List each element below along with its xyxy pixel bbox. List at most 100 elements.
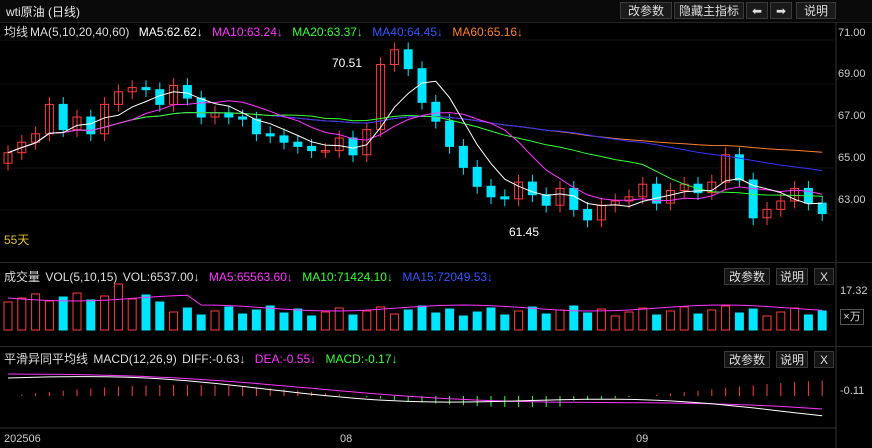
hide-indicator-button[interactable]: 隐藏主指标 <box>674 2 744 19</box>
volume-bar <box>514 310 524 331</box>
vol-ma10-value: MA10:71424.10↓ <box>302 270 393 284</box>
macd-close-icon[interactable]: X <box>814 351 834 368</box>
volume-bar <box>362 310 372 331</box>
volume-y-tick: 17.32 <box>840 285 868 297</box>
volume-bar <box>721 305 731 331</box>
candle-body <box>762 208 772 219</box>
candle-body <box>403 49 413 70</box>
volume-bar <box>500 314 510 331</box>
volume-bar <box>100 295 110 331</box>
volume-bar <box>127 298 137 331</box>
volume-close-icon[interactable]: X <box>814 268 834 285</box>
next-arrow-icon[interactable]: ➡ <box>770 2 792 19</box>
volume-bar <box>251 309 261 331</box>
volume-bar <box>803 314 813 331</box>
volume-bar <box>293 308 303 331</box>
candle-body <box>734 154 744 181</box>
candle-body <box>31 133 41 143</box>
vol-ma15-value: MA15:72049.53↓ <box>402 270 494 284</box>
ma20-value: MA20:63.37↓ <box>292 25 363 39</box>
volume-bar <box>44 300 54 331</box>
candle-body <box>113 91 123 105</box>
candle-body <box>86 116 96 135</box>
diff-value: DIFF:-0.63↓ <box>182 352 246 366</box>
volume-bar <box>86 299 96 331</box>
volume-legend: 成交量 VOL(5,10,15) VOL:6537.00↓ MA5:65563.… <box>4 268 499 285</box>
volume-bar <box>58 296 68 331</box>
volume-bar <box>569 305 579 331</box>
macd-params: MACD(12,26,9) <box>93 352 177 366</box>
candle-body <box>251 118 261 135</box>
candle-body <box>334 137 344 152</box>
ma40-line <box>7 111 823 172</box>
volume-bar <box>279 312 289 331</box>
volume-bar <box>265 305 275 331</box>
candle-body <box>555 187 565 206</box>
volume-bar <box>776 311 786 331</box>
volume-bar <box>624 311 634 331</box>
candle-body <box>665 190 675 204</box>
volume-bar <box>679 306 689 331</box>
macd-help-button[interactable]: 说明 <box>776 351 808 368</box>
panel-divider <box>0 346 872 347</box>
diff-line <box>7 376 823 417</box>
vol-ma5-value: MA5:65563.60↓ <box>208 270 293 284</box>
ma-legend: 均线 MA(5,10,20,40,60) MA5:62.62↓ MA10:63.2… <box>4 23 529 40</box>
volume-bar <box>445 308 455 331</box>
y-tick-63: 63.00 <box>838 194 866 206</box>
candle-body <box>127 87 137 93</box>
volume-bar <box>693 313 703 331</box>
candle-body <box>348 137 358 156</box>
volume-bar <box>665 310 675 331</box>
dea-line <box>7 373 823 410</box>
volume-bar <box>182 307 192 331</box>
prev-arrow-icon[interactable]: ⬅ <box>746 2 768 19</box>
volume-modify-params-button[interactable]: 改参数 <box>724 268 770 285</box>
macd-legend: 平滑异同平均线 MACD(12,26,9) DIFF:-0.63↓ DEA:-0… <box>4 350 404 367</box>
candle-body <box>376 64 386 131</box>
candle-body <box>196 97 206 118</box>
volume-bar <box>472 311 482 331</box>
candle-body <box>514 181 524 200</box>
candle-body <box>141 87 151 91</box>
macd-modify-params-button[interactable]: 改参数 <box>724 351 770 368</box>
volume-bar <box>638 307 648 331</box>
candle-body <box>500 196 510 200</box>
x-label-09: 09 <box>636 433 649 445</box>
volume-bar <box>155 301 165 331</box>
candle-body <box>58 103 68 131</box>
macd-label: 平滑异同平均线 <box>4 352 89 366</box>
volume-bar <box>17 297 27 331</box>
volume-bar <box>486 307 496 331</box>
y-tick-65: 65.00 <box>838 152 866 164</box>
volume-bar <box>734 312 744 331</box>
candle-body <box>652 183 662 204</box>
chart-title: wti原油 (日线) <box>6 5 80 19</box>
modify-params-button[interactable]: 改参数 <box>620 2 672 19</box>
y-tick-69: 69.00 <box>838 68 866 80</box>
candle-body <box>472 166 482 187</box>
candle-body <box>624 196 634 202</box>
candle-body <box>748 179 758 219</box>
volume-help-button[interactable]: 说明 <box>776 268 808 285</box>
help-button[interactable]: 说明 <box>796 2 836 19</box>
candle-body <box>293 141 303 147</box>
ma20-line <box>7 111 823 197</box>
volume-bar <box>320 311 330 331</box>
ma10-value: MA10:63.24↓ <box>212 25 283 39</box>
candle-body <box>583 208 593 221</box>
ma5-line <box>7 80 823 208</box>
volume-bar <box>596 308 606 331</box>
candle-body <box>445 120 455 147</box>
volume-bar <box>555 309 565 331</box>
candle-body <box>486 185 496 198</box>
candle-body <box>265 133 275 137</box>
volume-bar <box>334 307 344 331</box>
low-price-label: 61.45 <box>509 225 540 239</box>
candle-body <box>320 150 330 153</box>
volume-bar <box>417 305 427 331</box>
candle-body <box>817 202 827 215</box>
ma5-value: MA5:62.62↓ <box>138 25 203 39</box>
period-label: 55天 <box>4 233 30 247</box>
